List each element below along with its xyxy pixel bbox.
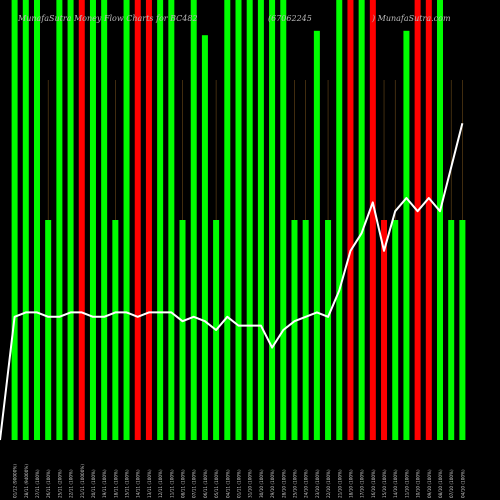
bar	[246, 0, 253, 440]
x-tick-label: 04/11 (100%)	[225, 469, 230, 498]
bar	[157, 0, 164, 440]
bar	[269, 0, 276, 440]
x-tick-label: 17/10 (100%)	[360, 469, 365, 498]
bar	[190, 0, 197, 440]
bar	[123, 0, 130, 440]
bar	[459, 220, 466, 440]
chart-header-left: MunafaSutra Money Flow Charts for BC482	[18, 14, 198, 23]
bar	[22, 0, 29, 440]
x-tick-label: 20/11 (100%)	[91, 469, 96, 498]
x-tick-label: 13/11 (100%)	[147, 469, 152, 498]
bar	[347, 0, 354, 440]
x-tick-label: 14/10 (100%)	[393, 469, 398, 498]
x-tick-label: 31/10 (100%)	[248, 469, 253, 498]
x-tick-label: 25/10 (100%)	[292, 469, 297, 498]
bar	[134, 0, 141, 440]
bar	[78, 0, 85, 440]
x-tick-label: 04/10 (100%)	[460, 469, 465, 498]
bar	[437, 0, 444, 440]
bar	[280, 0, 287, 440]
bar	[201, 35, 208, 440]
x-tick-label: 28/11 (94000%)	[24, 464, 29, 498]
x-tick-label: 01/11 (100%)	[237, 469, 242, 498]
bar	[425, 0, 432, 440]
bar	[224, 0, 231, 440]
line-series	[0, 122, 464, 441]
x-tick-label: 11/11 (100%)	[169, 469, 174, 498]
x-tick-label: 05/11 (100%)	[214, 469, 219, 498]
bar	[112, 220, 119, 440]
bar	[168, 0, 175, 440]
bar	[45, 220, 52, 440]
x-tick-label: 01/12 (90000%)	[13, 464, 18, 498]
x-tick-label: 18/11 (100%)	[113, 469, 118, 498]
bar	[414, 0, 421, 440]
x-tick-label: 06/11 (100%)	[203, 469, 208, 498]
bar	[33, 0, 40, 440]
bar	[257, 0, 264, 440]
chart-header-code: (67062245	[268, 14, 312, 23]
bar	[291, 220, 298, 440]
x-tick-label: 21/11 (10000%)	[80, 464, 85, 498]
bar	[392, 220, 399, 440]
bar	[67, 0, 74, 440]
line-series-path	[0, 122, 464, 441]
x-tick-label: 24/10 (100%)	[304, 469, 309, 498]
bar	[403, 30, 410, 441]
x-tick-label: 18/10 (100%)	[348, 469, 353, 498]
x-tick-labels: 01/12 (90000%) 28/11 (94000%) 27/11 (100%)…	[13, 464, 466, 498]
bar-series	[11, 0, 466, 441]
bar	[381, 220, 388, 440]
x-tick-label: 11/10 (100%)	[404, 469, 409, 498]
x-tick-label: 19/11 (100%)	[102, 469, 107, 498]
x-tick-label: 25/11 (200%)	[57, 469, 62, 498]
bar	[145, 0, 152, 440]
chart-header-site: ) MunafaSutra.com	[372, 14, 451, 23]
bar	[325, 220, 332, 440]
x-tick-label: 21/10 (100%)	[337, 469, 342, 498]
x-tick-label: 23/10 (100%)	[315, 469, 320, 498]
x-tick-label: 22/10 (100%)	[326, 469, 331, 498]
x-tick-label: 29/10 (100%)	[270, 469, 275, 498]
bar	[11, 0, 18, 440]
x-tick-label: 08/10 (100%)	[438, 469, 443, 498]
x-tick-label: 28/10 (100%)	[281, 469, 286, 498]
x-tick-label: 22/11 (100%)	[69, 469, 74, 498]
x-tick-label: 12/11 (100%)	[158, 469, 163, 498]
bar	[336, 0, 343, 440]
bar	[313, 30, 320, 441]
bar	[302, 220, 309, 440]
x-tick-label: 07/10 (100%)	[449, 469, 454, 498]
x-tick-label: 16/10 (100%)	[371, 469, 376, 498]
x-tick-label: 10/10 (100%)	[416, 469, 421, 498]
x-tick-label: 30/10 (100%)	[259, 469, 264, 498]
x-tick-label: 09/10 (100%)	[427, 469, 432, 498]
bar	[179, 220, 186, 440]
x-tick-label: 14/11 (100%)	[136, 469, 141, 498]
x-tick-label: 15/10 (100%)	[382, 469, 387, 498]
bar	[56, 0, 63, 440]
bar	[369, 0, 376, 440]
bar	[89, 0, 96, 440]
x-tick-label: 08/11 (100%)	[181, 469, 186, 498]
bar	[448, 220, 455, 440]
x-tick-label: 15/11 (100%)	[125, 469, 130, 498]
bar	[235, 0, 242, 440]
bar	[358, 0, 365, 440]
x-tick-label: 07/11 (100%)	[192, 469, 197, 498]
bar	[101, 0, 108, 440]
x-tick-label: 26/11 (100%)	[46, 469, 51, 498]
x-tick-label: 27/11 (100%)	[35, 469, 40, 498]
